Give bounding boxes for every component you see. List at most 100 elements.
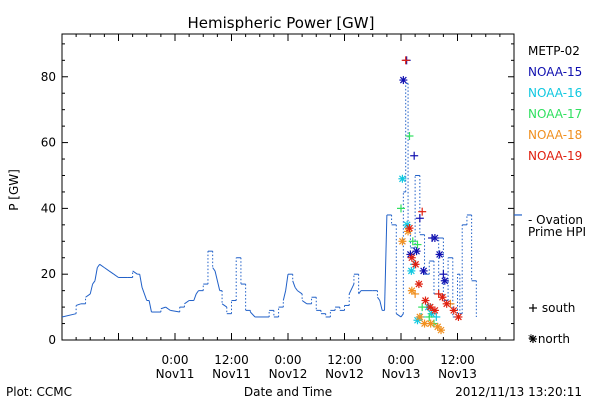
- south-marker-legend: + south: [528, 301, 575, 315]
- x-tick-label-time: 0:00: [275, 353, 302, 367]
- north-marker: [399, 76, 408, 85]
- ovation-segment: [96, 264, 101, 268]
- ovation-segment: [75, 303, 81, 306]
- south-marker: [434, 289, 443, 298]
- ovation-segment: [139, 274, 143, 288]
- north-marker: [454, 312, 463, 321]
- ovation-segment: [141, 287, 148, 301]
- ovation-segment: [212, 267, 216, 272]
- timestamp: 2012/11/13 13:20:11: [455, 385, 582, 399]
- ovation-segment: [113, 273, 119, 278]
- ovation-segment: [221, 303, 228, 308]
- north-marker: [411, 260, 420, 269]
- north-marker: [435, 250, 444, 259]
- north-marker: [405, 224, 414, 233]
- ovation-segment: [214, 270, 221, 291]
- south-marker: [439, 270, 448, 279]
- north-marker: [442, 299, 451, 308]
- x-tick-label-date: Nov11: [156, 367, 195, 381]
- legend-entry: NOAA-16: [528, 86, 582, 100]
- ovation-segment: [292, 280, 296, 288]
- x-tick-label-time: 12:00: [327, 353, 362, 367]
- north-marker: [414, 280, 423, 289]
- north-marker: [430, 234, 439, 242]
- north-marker: [415, 312, 424, 321]
- ovation-segment: [165, 306, 171, 311]
- north-marker: [430, 306, 439, 315]
- ovation-segment: [348, 283, 355, 295]
- north-marker: [426, 303, 435, 312]
- x-tick-label-time: 0:00: [388, 353, 415, 367]
- plot-credit: Plot: CCMC: [6, 385, 72, 399]
- ovation-segment: [377, 296, 381, 301]
- ovation-segment: [396, 313, 402, 318]
- ovation-segment: [384, 214, 388, 311]
- north-marker: [419, 266, 428, 275]
- ovation-segment: [94, 267, 98, 281]
- x-tick-label-date: Nov11: [212, 367, 251, 381]
- y-tick-label: 80: [41, 70, 56, 84]
- y-tick-label: 0: [48, 333, 56, 347]
- south-marker: [401, 56, 410, 65]
- north-marker: [398, 237, 407, 246]
- ovation-segment: [301, 300, 308, 305]
- ovation-segment: [184, 300, 190, 305]
- north-marker: [412, 247, 421, 256]
- south-marker: [413, 240, 422, 249]
- north-marker: [437, 326, 446, 335]
- legend-entry: METP-02: [528, 44, 580, 58]
- ovation-segment: [400, 313, 404, 318]
- south-marker: [432, 312, 441, 321]
- y-tick-label: 60: [41, 136, 56, 150]
- south-marker: [418, 207, 427, 216]
- ovation-segment: [285, 274, 289, 291]
- x-tick-label-date: Nov13: [438, 367, 477, 381]
- x-tick-label-date: Nov13: [382, 367, 421, 381]
- north-marker: [438, 293, 447, 302]
- plot-frame: [61, 33, 515, 341]
- ovation-segment: [249, 311, 256, 318]
- ovation-segment: [294, 287, 298, 291]
- ovation-legend-line1: - Ovation: [528, 213, 583, 227]
- ovation-segment: [61, 313, 77, 318]
- ovation-legend-line2: Prime HPI: [528, 225, 586, 239]
- y-tick-label: 40: [41, 201, 56, 215]
- south-marker: [418, 303, 427, 312]
- x-tick-label-time: 0:00: [162, 353, 189, 367]
- north-marker: [398, 174, 407, 183]
- ovation-segment: [148, 300, 152, 313]
- ovation-series: [61, 82, 522, 318]
- south-marker: [529, 304, 537, 312]
- x-tick-label-date: Nov12: [325, 367, 364, 381]
- ovation-segment: [379, 300, 383, 311]
- south-marker: [405, 132, 414, 140]
- legend-entry: NOAA-19: [528, 149, 582, 163]
- y-axis-label: P [GW]: [7, 169, 21, 211]
- legend-entry: NOAA-15: [528, 65, 582, 79]
- ovation-segment: [170, 309, 180, 313]
- north-marker: [449, 306, 458, 315]
- chart-title: Hemispheric Power [GW]: [188, 14, 375, 32]
- satellite-legend: METP-02 NOAA-15 NOAA-16 NOAA-17 NOAA-18 NOAA-…: [528, 44, 582, 163]
- south-marker: [408, 237, 417, 246]
- x-axis-label: Date and Time: [244, 385, 332, 399]
- ovation-segment: [108, 270, 115, 275]
- x-tick-label-time: 12:00: [214, 353, 249, 367]
- ovation-segment: [358, 290, 362, 295]
- satellite-markers: [397, 56, 537, 343]
- north-marker: [421, 296, 430, 305]
- north-marker: [529, 335, 537, 343]
- ovation-segment: [89, 283, 94, 295]
- ovation-segment: [193, 293, 197, 301]
- ovation-segment: [282, 290, 287, 301]
- ovation-segment: [85, 293, 91, 298]
- ovation-segment: [104, 267, 110, 272]
- legend-entry: NOAA-17: [528, 107, 582, 121]
- y-tick-label: 20: [41, 267, 56, 281]
- south-marker: [411, 289, 420, 298]
- north-marker: [440, 276, 449, 285]
- north-marker: [407, 266, 416, 275]
- ovation-segment: [160, 306, 166, 310]
- x-tick-label-date: Nov12: [269, 367, 308, 381]
